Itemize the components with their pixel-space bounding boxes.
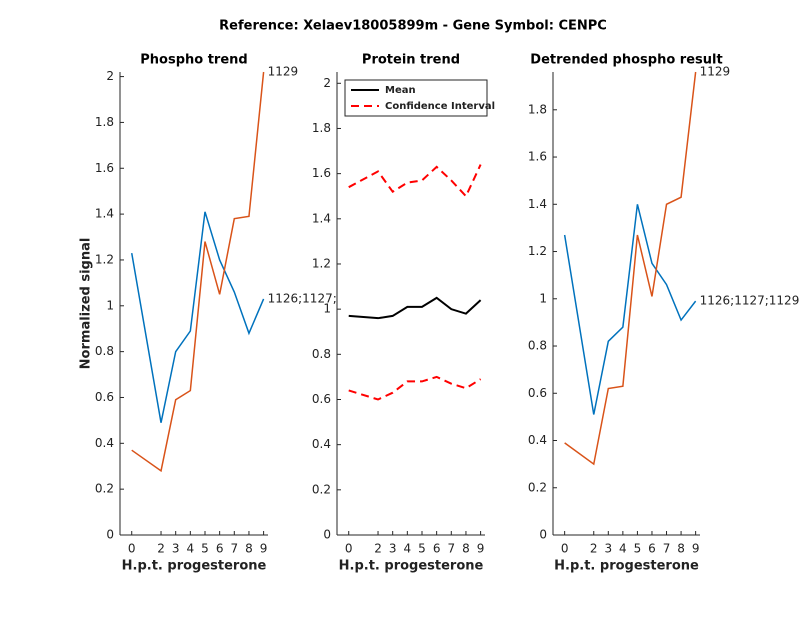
y-tick-label: 0 <box>323 528 331 542</box>
series-line <box>348 296 482 320</box>
y-tick-label: 1 <box>323 302 331 316</box>
y-tick-label: 0.8 <box>312 347 331 361</box>
y-tick-label: 2 <box>106 69 114 83</box>
x-tick-label: 5 <box>201 542 209 556</box>
x-tick-label: 2 <box>374 542 382 556</box>
series-line <box>131 71 265 473</box>
subplot-title: Detrended phospho result <box>530 53 722 68</box>
y-tick-label: 1 <box>106 298 114 312</box>
axes-background <box>337 68 485 535</box>
y-tick-label: 1.2 <box>528 244 547 258</box>
x-tick-label: 8 <box>245 542 253 556</box>
x-tick-label: 5 <box>418 542 426 556</box>
x-tick-label: 0 <box>128 542 136 556</box>
y-axis-label: Normalized signal <box>79 238 94 370</box>
x-tick-label: 9 <box>477 542 485 556</box>
x-tick-label: 9 <box>260 542 268 556</box>
x-tick-label: 7 <box>230 542 238 556</box>
series-line <box>563 204 697 415</box>
subplot: 0 0.2 0.4 0.6 0.8 1 1.2 1.4 1.6 1.8 0 2 3 4 5 6 7 8 9 Detre… <box>528 53 799 574</box>
y-tick-label: 0.4 <box>95 436 114 450</box>
x-tick-label: 0 <box>561 542 569 556</box>
y-tick-label: 1.8 <box>528 102 547 116</box>
y-tick-label: 1.8 <box>312 121 331 135</box>
series-line <box>130 211 265 423</box>
y-tick-label: 0.8 <box>528 339 547 353</box>
x-tick-label: 2 <box>157 542 165 556</box>
x-tick-label: 0 <box>345 542 353 556</box>
x-tick-label: 2 <box>590 542 598 556</box>
subplot: 00.20.40.60.811.21.41.61.820 2 3 4 5 6 7 8 9Prot… <box>312 53 495 574</box>
x-tick-label: 3 <box>389 542 397 556</box>
x-tick-label: 8 <box>462 542 470 556</box>
y-tick-label: 1.2 <box>95 252 114 266</box>
y-tick-label: 0.4 <box>528 433 547 447</box>
x-tick-label: 3 <box>604 542 612 556</box>
y-tick-label: 1.2 <box>312 256 331 270</box>
x-tick-label: 4 <box>404 542 412 556</box>
subplot: 00.20.40.60.811.21.41.61.820 2 3 4 5 6 7 8 9Phos… <box>79 53 368 574</box>
y-tick-label: 0.2 <box>528 480 547 494</box>
x-tick-label: 6 <box>433 542 441 556</box>
y-tick-label: 1.6 <box>312 166 331 180</box>
x-tick-label: 7 <box>663 542 671 556</box>
x-tick-label: 5 <box>634 542 642 556</box>
x-tick-label: 6 <box>648 542 656 556</box>
y-tick-label: 1.4 <box>312 211 331 225</box>
figure-title: Reference: Xelaev18005899m - Gene Symbol… <box>219 19 607 34</box>
y-tick-label: 0.2 <box>312 482 331 496</box>
x-tick-label: 7 <box>447 542 455 556</box>
series-line-lower <box>348 375 482 401</box>
y-tick-label: 0.6 <box>528 386 547 400</box>
series-line <box>564 71 697 466</box>
y-tick-label: 1.4 <box>95 207 114 221</box>
end-label: 1129 <box>268 65 299 79</box>
y-tick-label: 0.2 <box>95 482 114 496</box>
y-tick-label: 0 <box>539 528 547 542</box>
y-tick-label: 1.6 <box>528 150 547 164</box>
y-tick-label: 2 <box>323 76 331 90</box>
legend-label: Mean <box>385 85 416 96</box>
series-line <box>348 164 482 198</box>
x-tick-label: 6 <box>216 542 224 556</box>
y-tick-label: 0 <box>106 528 114 542</box>
x-tick-label: 8 <box>677 542 685 556</box>
subplot-title: Phospho trend <box>140 53 247 68</box>
x-tick-label: 9 <box>692 542 700 556</box>
y-tick-label: 0.6 <box>312 392 331 406</box>
x-axis-label: H.p.t. progesterone <box>554 559 699 574</box>
y-tick-label: 0.4 <box>312 437 331 451</box>
subplot-title: Protein trend <box>362 53 460 68</box>
x-axis-label: H.p.t. progesterone <box>339 559 484 574</box>
end-label: 1126;1127;1129 <box>700 294 800 308</box>
legend-box <box>344 79 488 117</box>
legend-label: Confidence Interval <box>385 101 495 112</box>
y-tick-label: 0.8 <box>95 344 114 358</box>
y-tick-label: 1 <box>539 291 547 305</box>
x-tick-label: 4 <box>619 542 627 556</box>
x-axis-label: H.p.t. progesterone <box>122 559 267 574</box>
y-tick-label: 1.4 <box>528 197 547 211</box>
y-tick-label: 1.6 <box>95 161 114 175</box>
x-tick-label: 4 <box>187 542 195 556</box>
y-tick-label: 1.8 <box>95 115 114 129</box>
y-tick-label: 0.6 <box>95 390 114 404</box>
x-tick-label: 3 <box>172 542 180 556</box>
end-label: 1129 <box>700 65 731 79</box>
